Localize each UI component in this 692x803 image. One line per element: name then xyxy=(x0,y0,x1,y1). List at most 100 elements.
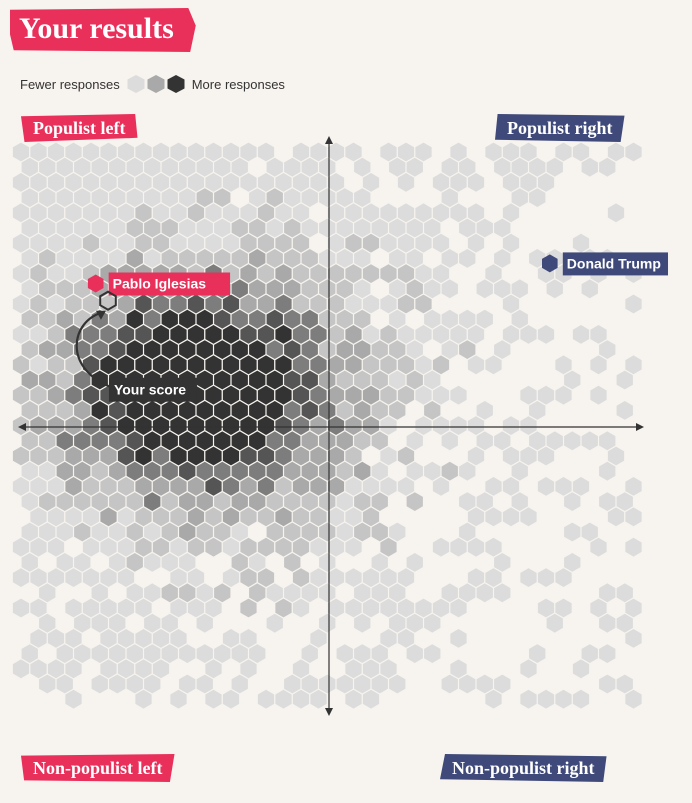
density-hex xyxy=(537,325,555,344)
density-hex xyxy=(214,340,231,359)
density-hex xyxy=(82,416,100,435)
density-hex xyxy=(397,264,415,283)
density-hex xyxy=(275,689,292,709)
density-hex xyxy=(144,188,161,207)
density-hex xyxy=(572,142,590,162)
density-hex xyxy=(450,385,467,405)
politician-label: Pablo Iglesias xyxy=(113,276,207,292)
density-hex xyxy=(476,309,493,329)
density-hex xyxy=(109,553,126,572)
density-hex xyxy=(56,218,73,238)
density-hex xyxy=(257,416,275,435)
density-hex xyxy=(240,325,257,344)
density-hex xyxy=(319,613,336,633)
density-hex xyxy=(424,644,441,663)
density-hex xyxy=(100,659,117,679)
density-hex xyxy=(109,674,126,694)
density-hex xyxy=(179,188,196,207)
density-hex xyxy=(336,674,353,694)
density-hex xyxy=(196,309,213,329)
density-hex xyxy=(21,522,38,542)
density-hex xyxy=(319,188,336,207)
density-hex xyxy=(161,218,178,238)
density-hex xyxy=(397,142,415,162)
density-hex xyxy=(47,173,65,192)
density-hex xyxy=(266,340,283,359)
density-hex xyxy=(362,355,380,375)
density-hex xyxy=(354,157,371,177)
density-hex xyxy=(56,553,73,572)
density-hex xyxy=(415,264,432,283)
density-hex xyxy=(12,203,30,223)
density-hex xyxy=(529,644,546,663)
legend-swatches xyxy=(127,75,185,93)
density-hex xyxy=(494,553,511,572)
density-hex xyxy=(74,370,91,390)
density-hex xyxy=(511,157,528,177)
density-hex xyxy=(82,537,100,557)
density-hex xyxy=(397,477,415,496)
density-hex xyxy=(590,355,607,375)
density-hex xyxy=(117,355,135,375)
density-hex xyxy=(397,233,415,253)
density-hex xyxy=(47,325,65,344)
density-hex xyxy=(21,492,38,511)
density-hex xyxy=(616,370,633,390)
density-hex xyxy=(47,233,65,253)
density-hex xyxy=(310,446,327,466)
density-hex xyxy=(520,142,537,162)
density-hex xyxy=(371,340,388,359)
density-hex xyxy=(56,249,73,268)
density-hex xyxy=(249,461,266,481)
density-hex xyxy=(30,507,47,527)
density-hex xyxy=(30,568,47,587)
density-hex xyxy=(126,583,143,603)
density-hex xyxy=(502,294,520,314)
density-hex xyxy=(82,325,100,344)
density-hex xyxy=(502,142,520,162)
density-hex xyxy=(310,568,327,587)
density-hex xyxy=(30,203,47,223)
density-hex xyxy=(406,249,423,268)
density-hex xyxy=(520,416,537,435)
density-hex xyxy=(581,157,598,177)
density-hex xyxy=(257,264,275,283)
density-hex xyxy=(214,249,231,268)
density-hex xyxy=(441,583,458,603)
density-hex xyxy=(82,203,100,223)
density-hex xyxy=(284,218,301,238)
density-hex xyxy=(214,461,231,481)
density-hex xyxy=(467,416,485,435)
density-hex xyxy=(240,598,257,618)
density-hex xyxy=(459,492,476,511)
density-hex xyxy=(485,507,502,527)
density-hex xyxy=(406,340,423,359)
density-hex xyxy=(126,249,143,268)
density-hex xyxy=(109,249,126,268)
density-hex xyxy=(397,385,415,405)
density-hex xyxy=(82,355,100,375)
density-hex xyxy=(39,492,56,511)
density-hex xyxy=(187,142,205,162)
density-hex xyxy=(144,583,161,603)
density-hex xyxy=(345,598,362,618)
density-hex xyxy=(389,522,406,542)
density-hex xyxy=(152,446,170,466)
density-hex xyxy=(555,568,572,587)
density-hex xyxy=(91,613,108,633)
density-hex xyxy=(47,294,65,314)
density-hex xyxy=(179,309,196,329)
density-hex xyxy=(389,218,406,238)
density-hex xyxy=(240,537,257,557)
density-hex xyxy=(476,492,493,511)
density-hex xyxy=(257,568,275,587)
density-hex xyxy=(135,629,152,648)
density-hex xyxy=(590,385,607,405)
density-hex xyxy=(126,188,143,207)
density-hex xyxy=(406,553,423,572)
density-hex xyxy=(222,325,240,344)
density-hex xyxy=(74,644,91,663)
density-hex xyxy=(187,416,205,435)
density-hex xyxy=(231,401,248,420)
density-hex xyxy=(284,522,301,542)
